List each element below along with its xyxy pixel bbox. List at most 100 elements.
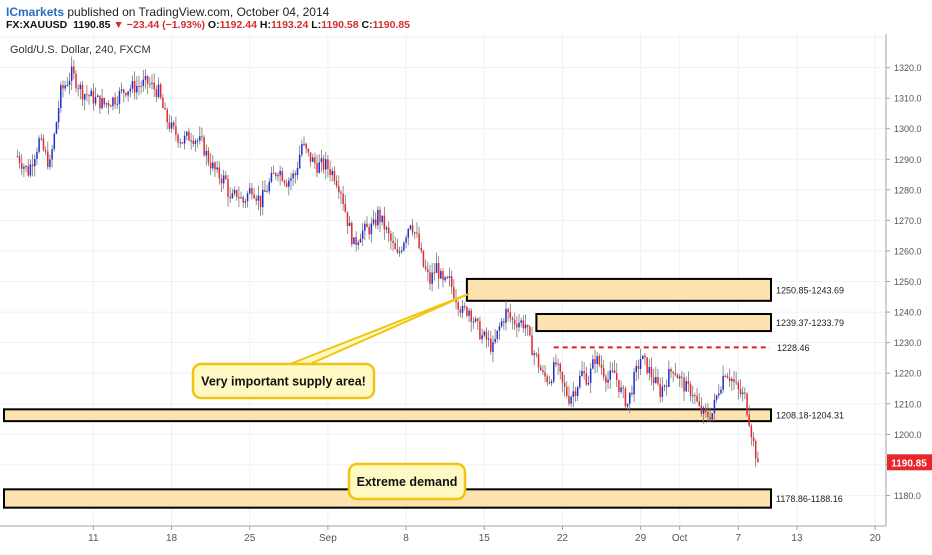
low-label: L:: [311, 19, 322, 31]
chart-header: ICmarkets published on TradingView.com, …: [0, 0, 932, 34]
candle-body: [242, 197, 244, 203]
candle-body: [598, 356, 601, 365]
candle-body: [23, 166, 25, 169]
candle-body: [711, 413, 714, 420]
down-arrow-icon: ▼: [113, 19, 124, 31]
candle-body: [696, 395, 698, 402]
candle-body: [125, 92, 127, 96]
candle-body: [479, 321, 481, 340]
candle-body: [568, 395, 570, 404]
candle-body: [700, 405, 703, 414]
candle-body: [240, 197, 242, 199]
price-tick-label: 1200.0: [894, 430, 922, 440]
candle-body: [181, 142, 184, 144]
candle-body: [409, 225, 412, 229]
candle-body: [572, 391, 575, 397]
candle-body: [212, 162, 214, 169]
candle-body: [678, 376, 681, 379]
candle-body: [185, 131, 188, 136]
candle-body: [585, 373, 588, 385]
price-tick-label: 1220.0: [894, 369, 922, 379]
candle-body: [370, 223, 373, 235]
candle-body: [546, 376, 548, 383]
close-label: C:: [361, 19, 373, 31]
candle-body: [192, 140, 195, 144]
candle-body: [509, 312, 512, 319]
candle-body: [88, 95, 90, 97]
candle-body: [270, 173, 273, 182]
candle-body: [316, 163, 318, 173]
candle-body: [379, 209, 381, 223]
candle-body: [746, 393, 748, 415]
candle-body: [292, 173, 294, 179]
candle-body: [468, 310, 470, 316]
candle-body: [253, 194, 255, 199]
ohlc-line: FX:XAUUSD 1190.85 ▼ −23.44 (−1.93%) O:11…: [6, 19, 410, 31]
candle-body: [172, 122, 175, 127]
candle-body: [285, 183, 288, 187]
candle-body: [446, 277, 449, 279]
candle-body: [533, 353, 535, 356]
candle-body: [539, 367, 542, 371]
candle-body: [414, 232, 416, 234]
candle-body: [676, 375, 679, 379]
candle-body: [101, 98, 103, 109]
candle-body: [64, 85, 66, 89]
candle-body: [681, 376, 683, 378]
candle-body: [86, 94, 88, 96]
candle-body: [359, 238, 362, 243]
high-label: H:: [259, 19, 271, 31]
candle-body: [718, 393, 720, 396]
time-tick-label: 8: [403, 533, 409, 544]
candle-body: [611, 370, 614, 372]
broker-logo-text[interactable]: ICmarkets: [6, 5, 65, 19]
candle-body: [377, 209, 379, 226]
candle-body: [314, 157, 316, 164]
candle-body: [36, 151, 38, 159]
candle-body: [498, 326, 501, 331]
candle-body: [266, 191, 268, 193]
candle-body: [474, 318, 477, 322]
candle-body: [600, 364, 603, 369]
candle-body: [559, 363, 562, 372]
candle-body: [27, 166, 29, 176]
candle-body: [444, 277, 446, 281]
candle-body: [724, 375, 727, 377]
supply-demand-zone[interactable]: [3, 408, 772, 423]
candle-body: [394, 243, 396, 250]
candle-body: [238, 196, 240, 199]
candle-body: [298, 154, 301, 169]
candle-body: [433, 272, 436, 274]
callout-box[interactable]: [191, 362, 376, 400]
candle-body: [149, 83, 151, 85]
candle-body: [542, 370, 544, 373]
candle-body: [589, 368, 592, 384]
candle-body: [726, 376, 729, 378]
candle-body: [231, 193, 234, 199]
chart-area[interactable]: 1180.01190.01200.01210.01220.01230.01240…: [0, 34, 932, 550]
supply-demand-zone[interactable]: [535, 313, 772, 333]
price-chart[interactable]: 1180.01190.01200.01210.01220.01230.01240…: [0, 34, 932, 550]
candle-body: [685, 381, 687, 392]
candle-body: [318, 162, 320, 173]
candle-body: [605, 376, 607, 383]
callout-box[interactable]: [347, 462, 467, 501]
supply-demand-zone[interactable]: [465, 277, 772, 302]
time-tick-label: 22: [557, 533, 569, 544]
candle-body: [79, 84, 82, 90]
candle-body: [420, 247, 423, 251]
candle-body: [715, 395, 718, 400]
candle-body: [400, 250, 403, 252]
candle-body: [448, 276, 451, 278]
candle-body: [470, 310, 472, 322]
candle-body: [127, 91, 129, 96]
price-tick-label: 1180.0: [894, 491, 921, 501]
candle-body: [691, 395, 694, 397]
candle-body: [607, 379, 609, 383]
time-tick-label: 15: [479, 533, 491, 544]
candle-body: [166, 109, 168, 123]
candle-body: [33, 158, 36, 167]
symbol: FX:XAUUSD: [6, 19, 68, 31]
candle-body: [450, 276, 453, 288]
candle-body: [440, 271, 442, 279]
